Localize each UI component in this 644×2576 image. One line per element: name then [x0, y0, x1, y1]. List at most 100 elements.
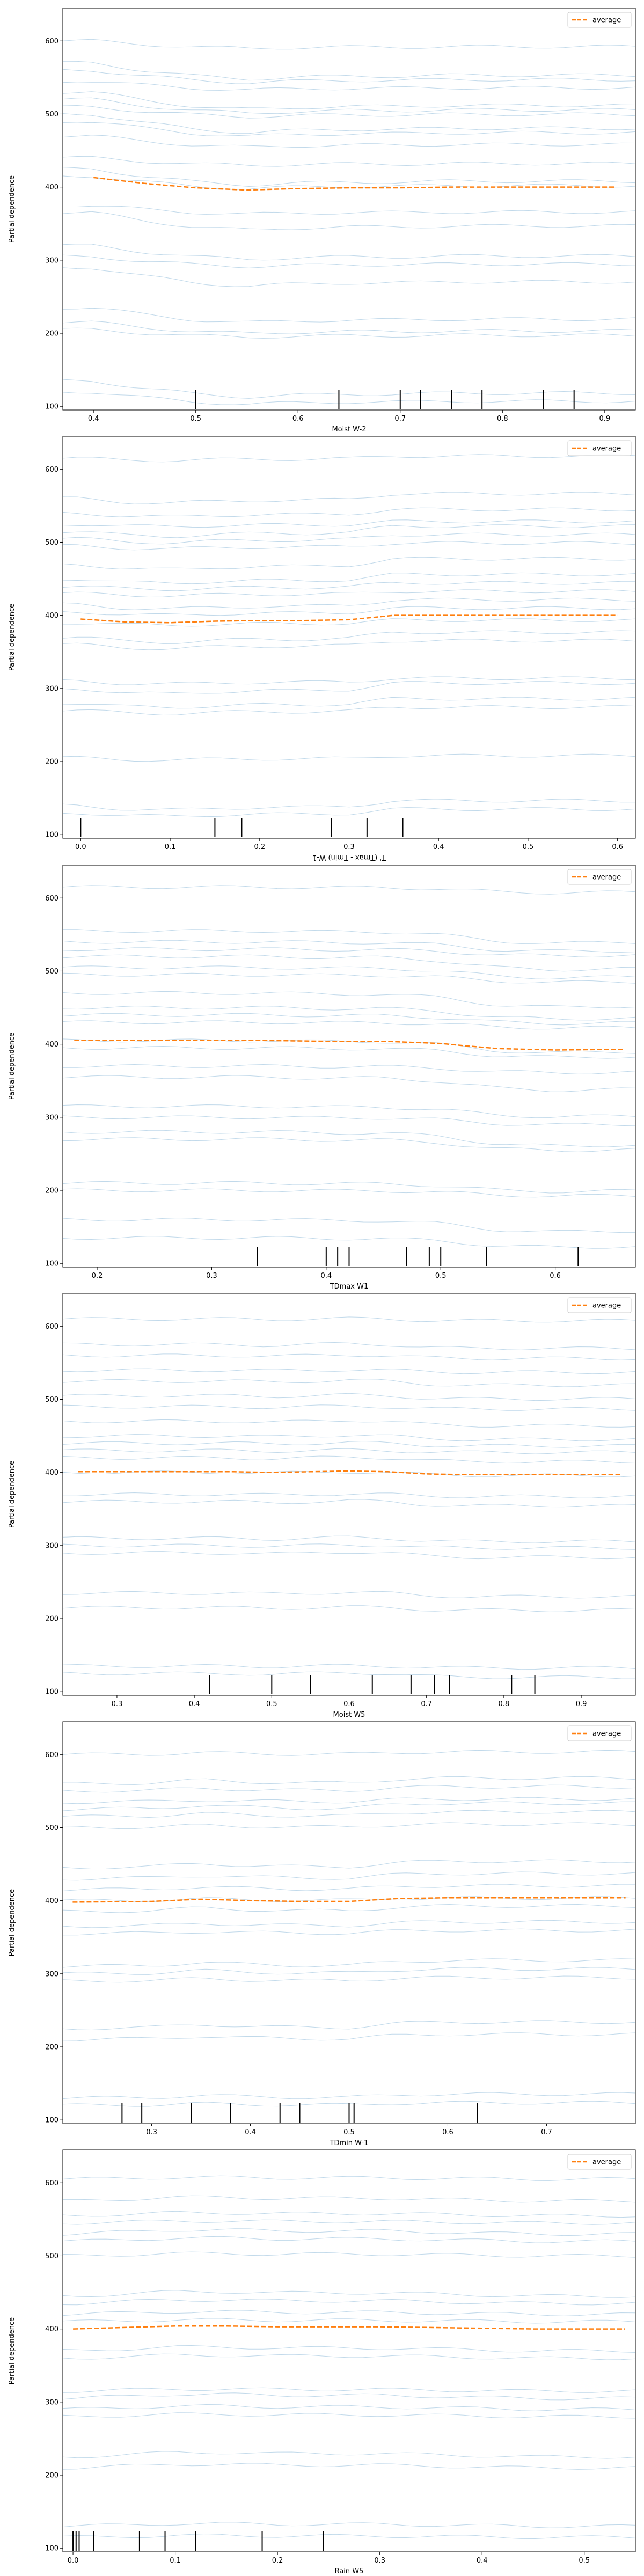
x-tick-label: 0.2 — [254, 843, 265, 851]
x-tick-label: 0.3 — [146, 2128, 157, 2136]
ice-line — [63, 1236, 635, 1249]
ice-line — [63, 1470, 635, 1477]
x-tick-label: 0.3 — [206, 1272, 217, 1280]
ice-line — [63, 2387, 635, 2393]
legend: average — [567, 2154, 632, 2170]
ice-line — [63, 1551, 635, 1560]
ice-line — [63, 1455, 635, 1464]
y-axis-label: Partial dependence — [8, 604, 16, 671]
legend-box — [567, 1297, 632, 1313]
ice-line — [63, 1664, 635, 1670]
ice-line — [63, 1810, 635, 1818]
y-axis-label: Partial dependence — [8, 175, 16, 243]
ice-line — [63, 954, 635, 972]
ice-line — [63, 175, 635, 190]
legend-label: average — [592, 874, 621, 882]
y-tick-label: 500 — [45, 2252, 58, 2260]
y-tick-label: 400 — [45, 1897, 58, 1905]
average-line — [78, 1470, 620, 1475]
ice-line — [63, 541, 635, 551]
ice-line — [63, 135, 635, 148]
x-tick-label: 0.0 — [68, 2557, 79, 2565]
y-tick-label: 300 — [45, 685, 58, 693]
ice-line — [63, 1104, 635, 1118]
x-axis-label: Rain W5 — [335, 2567, 364, 2575]
ice-line — [63, 507, 635, 517]
ice-line — [63, 1404, 635, 1411]
ice-line — [63, 113, 635, 134]
ice-line — [63, 379, 635, 399]
ice-line — [63, 1871, 635, 1881]
ice-line — [63, 1801, 635, 1811]
x-tick-label: 0.6 — [612, 843, 623, 851]
ice-line — [63, 885, 635, 895]
axes-frame — [62, 2149, 636, 2552]
ice-line — [63, 1379, 635, 1387]
ice-line — [63, 1353, 635, 1360]
y-tick-label: 200 — [45, 2044, 58, 2052]
ice-line — [63, 947, 635, 958]
ice-line — [63, 267, 635, 287]
y-tick-label: 200 — [45, 1187, 58, 1195]
ice-line — [63, 2290, 635, 2298]
ice-line — [63, 1750, 635, 1756]
y-tick-label: 100 — [45, 1260, 58, 1268]
ice-line — [63, 1605, 635, 1612]
ice-line — [63, 1904, 635, 1913]
axes-frame — [62, 865, 636, 1268]
ice-line — [63, 1434, 635, 1441]
ice-line — [63, 2251, 635, 2258]
plot-area — [63, 885, 635, 1266]
ice-line — [63, 1440, 635, 1448]
legend-label: average — [592, 2158, 621, 2167]
legend-box — [567, 440, 632, 456]
y-tick-label: 100 — [45, 1688, 58, 1696]
ice-line — [63, 1419, 635, 1428]
x-axis-label: TDmax W1 — [330, 1283, 369, 1291]
ice-line — [63, 1316, 635, 1323]
ice-line — [63, 2318, 635, 2324]
ice-line — [63, 1975, 635, 1983]
ice-line — [63, 206, 635, 215]
ice-line — [63, 1393, 635, 1401]
ice-line — [63, 1591, 635, 1599]
plot-area — [63, 1316, 635, 1694]
ice-line — [63, 167, 635, 187]
x-tick-label: 0.9 — [576, 1700, 587, 1708]
x-tick-label: 0.2 — [92, 1272, 103, 1280]
x-axis-label: Moist W-2 — [332, 426, 366, 434]
ice-line — [63, 991, 635, 1008]
y-axis-label: Partial dependence — [8, 1033, 16, 1100]
ice-line — [63, 122, 635, 136]
x-tick-label: 0.4 — [477, 2557, 488, 2565]
ice-line — [63, 753, 635, 762]
y-tick-label: 200 — [45, 758, 58, 766]
axes-frame — [62, 8, 636, 411]
ice-line — [63, 639, 635, 650]
y-tick-label: 300 — [45, 1542, 58, 1550]
legend-label: average — [592, 1302, 621, 1310]
ice-line — [63, 1013, 635, 1026]
ice-line — [63, 2092, 635, 2099]
pd-panel-5: 0.3 0.4 0.5 0.6 0.7 100 200 300 400 500 600 TDmin W… — [8, 1721, 636, 2147]
ice-line — [63, 2463, 635, 2470]
y-tick-label: 600 — [45, 1751, 58, 1759]
x-tick-label: 0.5 — [190, 415, 201, 423]
y-tick-label: 600 — [45, 895, 58, 903]
ice-line — [63, 1075, 635, 1092]
x-tick-label: 0.1 — [170, 2557, 181, 2565]
y-tick-label: 100 — [45, 403, 58, 411]
ice-line — [63, 1130, 635, 1147]
x-tick-label: 0.3 — [112, 1700, 123, 1708]
y-tick-label: 400 — [45, 1469, 58, 1477]
ice-line — [63, 1492, 635, 1498]
ice-line — [63, 308, 635, 323]
ice-line — [63, 454, 635, 463]
legend-label: average — [592, 445, 621, 453]
x-tick-label: 0.7 — [421, 1700, 432, 1708]
x-tick-label: 0.7 — [394, 415, 406, 423]
ice-line — [63, 2175, 635, 2181]
ice-line — [63, 2451, 635, 2459]
average-line — [80, 614, 618, 624]
